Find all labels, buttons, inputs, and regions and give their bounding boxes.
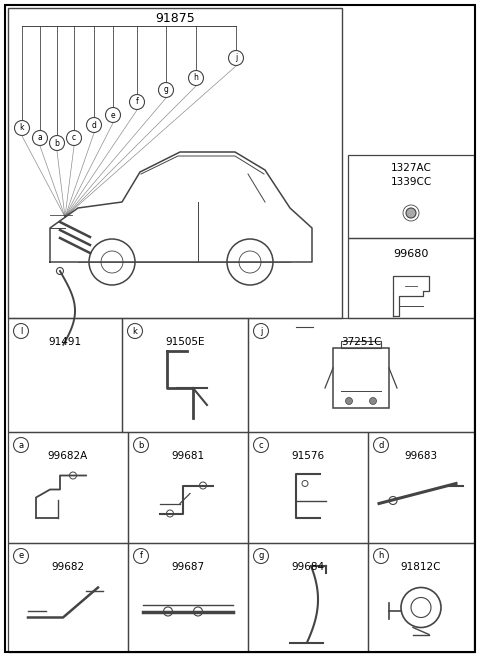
Text: 91505E: 91505E <box>165 337 205 347</box>
Bar <box>248 543 368 652</box>
Bar <box>348 238 474 318</box>
Bar <box>333 348 389 408</box>
Text: k: k <box>20 124 24 132</box>
Text: 91576: 91576 <box>291 451 324 461</box>
Text: j: j <box>260 326 262 335</box>
Circle shape <box>373 548 388 563</box>
Bar <box>128 432 248 543</box>
Text: k: k <box>132 326 137 335</box>
Text: e: e <box>18 552 24 561</box>
Text: h: h <box>193 73 198 83</box>
Text: 91491: 91491 <box>48 337 82 347</box>
Text: b: b <box>55 138 60 147</box>
Bar <box>8 318 122 432</box>
Circle shape <box>13 548 28 563</box>
Text: c: c <box>72 134 76 143</box>
Circle shape <box>346 398 352 405</box>
Text: 91812C: 91812C <box>401 562 441 572</box>
Circle shape <box>13 438 28 453</box>
Bar <box>122 318 248 432</box>
Text: 99683: 99683 <box>405 451 438 461</box>
Bar <box>348 155 474 238</box>
Bar <box>128 543 248 652</box>
Text: g: g <box>258 552 264 561</box>
Text: e: e <box>111 111 115 119</box>
Text: f: f <box>136 98 138 107</box>
Text: d: d <box>378 441 384 449</box>
Circle shape <box>406 208 416 218</box>
Bar <box>8 432 128 543</box>
Circle shape <box>253 324 268 339</box>
Text: j: j <box>235 54 237 62</box>
Text: h: h <box>378 552 384 561</box>
Text: 99687: 99687 <box>171 562 204 572</box>
Text: f: f <box>140 552 143 561</box>
Circle shape <box>67 130 82 145</box>
Circle shape <box>128 324 143 339</box>
Text: c: c <box>259 441 264 449</box>
Circle shape <box>133 438 148 453</box>
Circle shape <box>370 398 376 405</box>
Text: 99682A: 99682A <box>48 451 88 461</box>
Bar <box>341 341 381 348</box>
Circle shape <box>158 83 173 98</box>
Text: 99682: 99682 <box>51 562 84 572</box>
Bar <box>248 318 474 432</box>
Bar <box>8 8 342 318</box>
Circle shape <box>49 136 64 151</box>
Text: l: l <box>20 326 22 335</box>
Text: 1327AC
1339CC: 1327AC 1339CC <box>390 163 432 187</box>
Circle shape <box>253 438 268 453</box>
Text: a: a <box>37 134 42 143</box>
Circle shape <box>373 438 388 453</box>
Text: 37251C: 37251C <box>341 337 381 347</box>
Text: d: d <box>92 121 96 130</box>
Text: 99684: 99684 <box>291 562 324 572</box>
Text: 99681: 99681 <box>171 451 204 461</box>
Circle shape <box>86 117 101 132</box>
Text: a: a <box>18 441 24 449</box>
Circle shape <box>14 121 29 136</box>
Text: 99680: 99680 <box>393 249 429 259</box>
Bar <box>248 432 368 543</box>
Circle shape <box>106 107 120 122</box>
Circle shape <box>33 130 48 145</box>
Circle shape <box>130 94 144 109</box>
Text: g: g <box>164 86 168 94</box>
Text: 91875: 91875 <box>155 12 195 24</box>
Circle shape <box>189 71 204 86</box>
Text: b: b <box>138 441 144 449</box>
Circle shape <box>133 548 148 563</box>
Circle shape <box>13 324 28 339</box>
Bar <box>8 543 128 652</box>
Circle shape <box>228 50 243 66</box>
Bar <box>368 432 474 543</box>
Circle shape <box>253 548 268 563</box>
Bar <box>368 543 474 652</box>
